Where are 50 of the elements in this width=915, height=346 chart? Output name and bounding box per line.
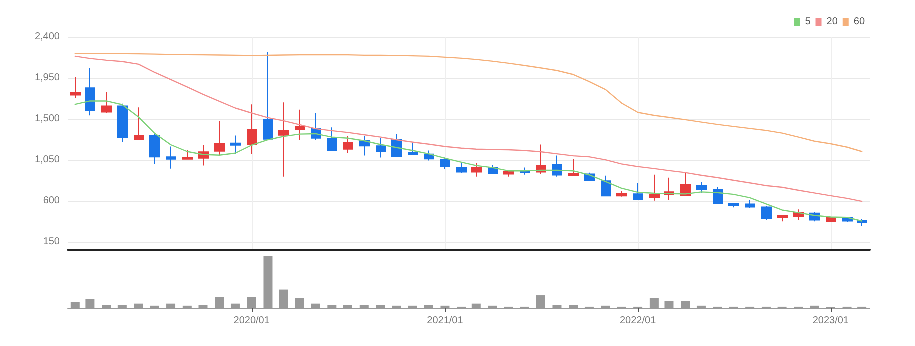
candlestick [85, 68, 95, 116]
candlestick [456, 162, 467, 174]
candlestick [376, 138, 386, 158]
legend-label: 60 [854, 16, 866, 28]
candlestick [327, 127, 337, 152]
candlestick [745, 200, 755, 208]
candlestick [616, 190, 627, 198]
x-tick-label: 2023/01 [812, 316, 850, 326]
candlestick [230, 135, 241, 155]
x-tick-label: 2020/01 [234, 316, 270, 326]
candlestick [166, 146, 176, 170]
candlestick [70, 76, 81, 99]
candlestick [101, 92, 112, 114]
y-tick-label: 1,950 [34, 72, 60, 84]
candlestick [633, 183, 643, 202]
x-tick-label: 2022/01 [620, 316, 657, 326]
candlestick [149, 132, 160, 165]
candlestick [343, 135, 353, 154]
candlestick [761, 206, 772, 221]
y-tick-label: 600 [43, 196, 60, 207]
candlestick [601, 175, 611, 197]
legend-label: 5 [805, 16, 812, 28]
candlestick [680, 172, 691, 196]
candlestick [182, 150, 193, 160]
candlestick [826, 217, 836, 223]
candlestick [278, 102, 289, 178]
candlestick [649, 174, 660, 202]
candlestick [471, 162, 482, 178]
legend-label: 20 [826, 16, 838, 28]
y-tick-label: 150 [43, 236, 60, 248]
candlestick [568, 158, 579, 176]
y-tick-label: 2,400 [34, 32, 60, 42]
candlestick [295, 109, 305, 140]
line-series [74, 100, 863, 222]
candlestick [728, 202, 739, 208]
candlestick [696, 182, 707, 194]
candlestick [777, 215, 788, 222]
candlestick [134, 107, 144, 140]
candlestick [117, 103, 128, 143]
candlestick [247, 104, 257, 155]
candlestick [263, 52, 273, 140]
candlestick [214, 120, 225, 156]
candlestick [503, 171, 514, 178]
candlestick [440, 157, 450, 170]
x-tick-label: 2021/01 [427, 316, 464, 326]
line-series [74, 56, 863, 202]
line-series [74, 53, 863, 152]
y-tick-label: 1,500 [34, 114, 60, 125]
candlestick [713, 187, 723, 204]
y-tick-label: 1,050 [34, 154, 60, 166]
